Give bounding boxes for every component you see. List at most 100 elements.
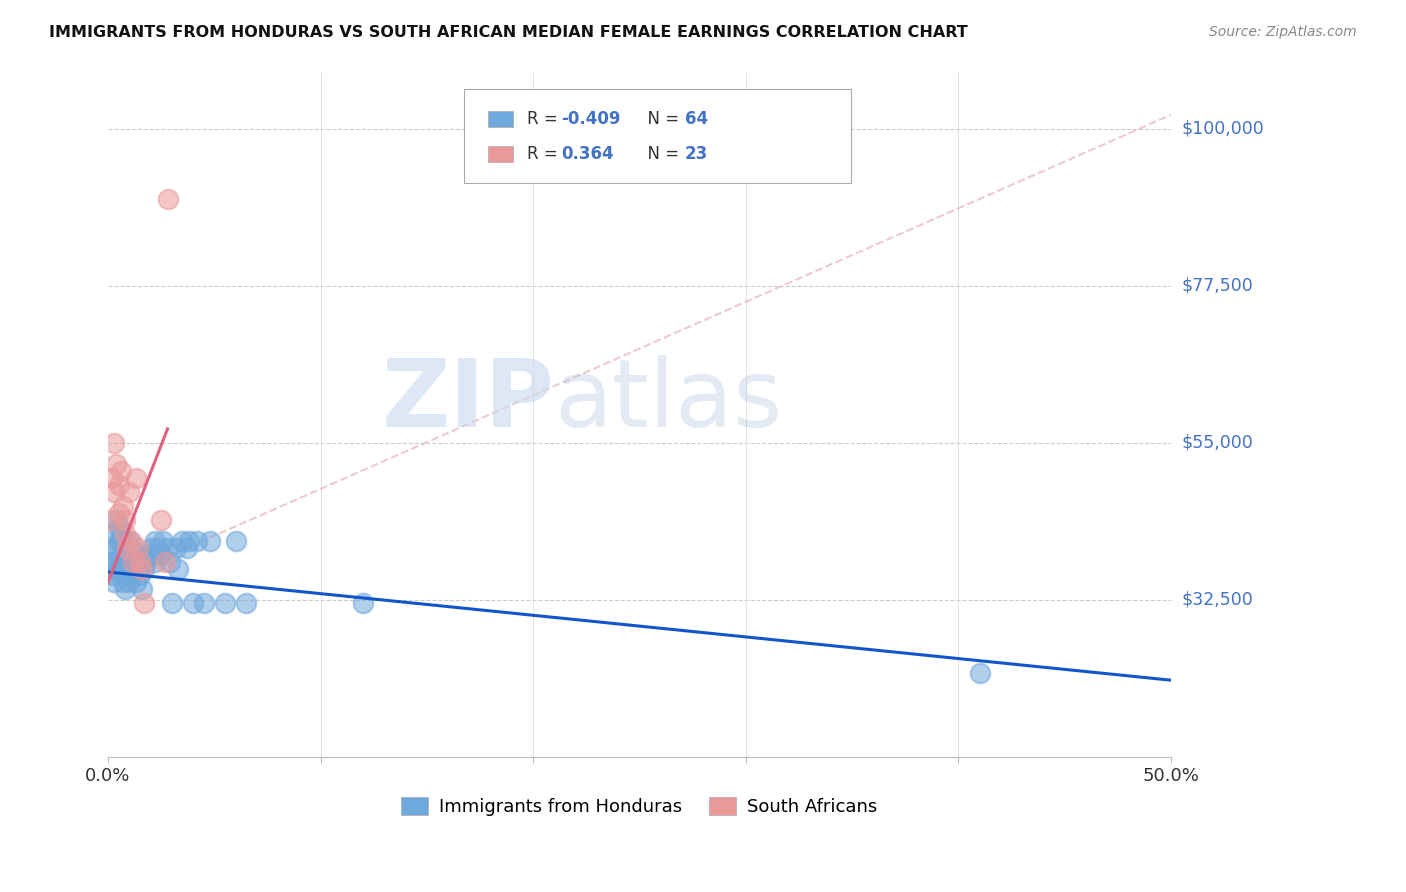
Text: atlas: atlas <box>554 355 783 447</box>
Point <box>107 555 129 569</box>
Point <box>105 457 128 471</box>
Point <box>98 513 121 527</box>
Point <box>198 533 221 548</box>
Point <box>98 555 121 569</box>
Point <box>101 471 124 485</box>
Point <box>969 666 991 681</box>
Point <box>120 533 142 548</box>
Point <box>114 513 136 527</box>
Point <box>114 582 136 597</box>
Point <box>114 561 136 575</box>
Text: $100,000: $100,000 <box>1181 120 1264 138</box>
Point <box>127 541 149 555</box>
Text: $32,500: $32,500 <box>1181 591 1253 609</box>
Point <box>193 596 215 610</box>
Point <box>107 506 129 520</box>
Point <box>110 526 132 541</box>
Text: $77,500: $77,500 <box>1181 277 1253 295</box>
Point <box>131 561 153 575</box>
Legend: Immigrants from Honduras, South Africans: Immigrants from Honduras, South Africans <box>394 789 884 823</box>
Point <box>134 596 156 610</box>
Point <box>128 568 150 582</box>
Point <box>114 526 136 541</box>
Point <box>155 555 177 569</box>
Point <box>165 541 187 555</box>
Point <box>186 533 208 548</box>
Point <box>107 533 129 548</box>
Point <box>160 596 183 610</box>
Point <box>103 555 125 569</box>
Point <box>122 548 145 562</box>
Point <box>142 548 165 562</box>
Point <box>156 192 179 206</box>
Point <box>110 464 132 478</box>
Point <box>115 548 138 562</box>
Point <box>124 575 146 590</box>
Point <box>103 436 125 450</box>
Text: -0.409: -0.409 <box>561 110 620 128</box>
Point <box>159 555 181 569</box>
Point <box>139 541 162 555</box>
Text: N =: N = <box>637 145 685 163</box>
Point <box>103 484 125 499</box>
Point <box>143 555 166 569</box>
Point <box>128 555 150 569</box>
Point <box>110 548 132 562</box>
Text: N =: N = <box>637 110 685 128</box>
Point <box>150 548 173 562</box>
Text: 64: 64 <box>685 110 707 128</box>
Point <box>115 541 138 555</box>
Point <box>111 499 134 513</box>
Point <box>124 471 146 485</box>
Point <box>110 568 132 582</box>
Point <box>118 533 141 548</box>
Point <box>103 575 125 590</box>
Point <box>143 533 166 548</box>
Point <box>107 519 129 533</box>
Point <box>118 555 141 569</box>
Point <box>115 568 138 582</box>
Text: Source: ZipAtlas.com: Source: ZipAtlas.com <box>1209 25 1357 39</box>
Point <box>352 596 374 610</box>
Point <box>122 568 145 582</box>
Point <box>101 568 124 582</box>
Point <box>128 548 150 562</box>
Point <box>118 484 141 499</box>
Point <box>225 533 247 548</box>
Point <box>111 575 134 590</box>
Point <box>105 541 128 555</box>
Point <box>103 526 125 541</box>
Text: 0.364: 0.364 <box>561 145 613 163</box>
Point <box>131 582 153 597</box>
Point <box>111 533 134 548</box>
Point <box>105 561 128 575</box>
Text: $55,000: $55,000 <box>1181 434 1253 452</box>
Point <box>138 548 160 562</box>
Point <box>172 533 194 548</box>
Point <box>152 533 174 548</box>
Point <box>167 561 190 575</box>
Point <box>120 561 142 575</box>
Point <box>127 561 149 575</box>
Point <box>122 555 145 569</box>
Point <box>105 513 128 527</box>
Point <box>134 561 156 575</box>
Point <box>107 477 129 491</box>
Point <box>118 575 141 590</box>
Text: R =: R = <box>527 110 564 128</box>
Point <box>114 541 136 555</box>
Point <box>177 533 200 548</box>
Text: IMMIGRANTS FROM HONDURAS VS SOUTH AFRICAN MEDIAN FEMALE EARNINGS CORRELATION CHA: IMMIGRANTS FROM HONDURAS VS SOUTH AFRICA… <box>49 25 967 40</box>
Point <box>111 555 134 569</box>
Point <box>124 555 146 569</box>
Text: R =: R = <box>527 145 568 163</box>
Point <box>150 513 173 527</box>
Text: ZIP: ZIP <box>381 355 554 447</box>
Point <box>146 541 169 555</box>
Point <box>101 541 124 555</box>
Point <box>235 596 257 610</box>
Point <box>156 541 179 555</box>
Point <box>181 596 204 610</box>
Point <box>176 541 198 555</box>
Point <box>214 596 236 610</box>
